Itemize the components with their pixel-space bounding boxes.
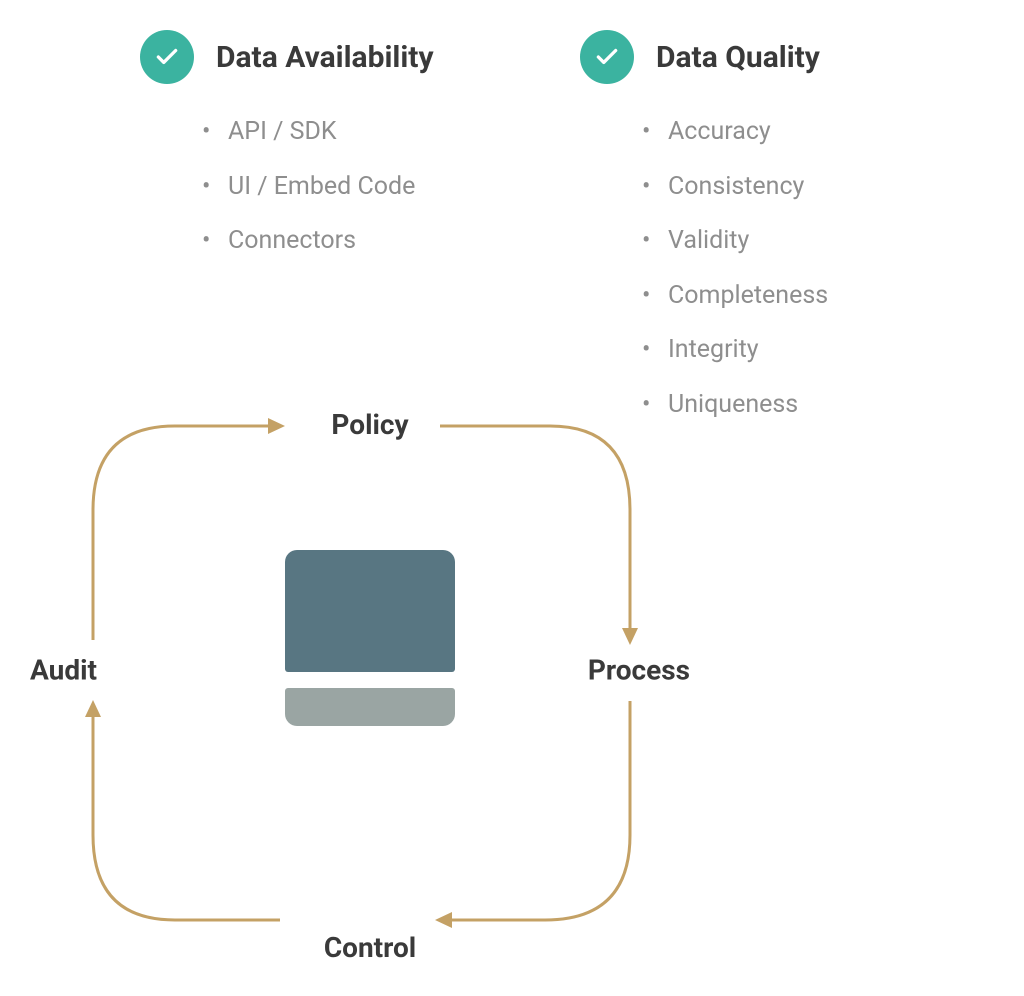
cycle-label-policy: Policy xyxy=(331,408,408,441)
check-circle-icon xyxy=(580,30,634,84)
column-title: Data Availability xyxy=(216,40,434,75)
arrow-process-to-control xyxy=(430,695,650,935)
icon-bottom-block xyxy=(285,688,455,726)
column-data-availability: Data Availability API / SDK UI / Embed C… xyxy=(140,30,580,443)
cycle-label-control: Control xyxy=(324,931,416,964)
list-item: API / SDK xyxy=(202,116,580,149)
icon-top-block xyxy=(285,550,455,672)
column-data-quality: Data Quality Accuracy Consistency Validi… xyxy=(580,30,1000,443)
list-item: Accuracy xyxy=(642,116,1000,149)
bullet-list: API / SDK UI / Embed Code Connectors xyxy=(140,116,580,280)
arrow-audit-to-policy xyxy=(75,420,295,650)
list-item: UI / Embed Code xyxy=(202,171,580,204)
column-title: Data Quality xyxy=(656,40,820,75)
top-section: Data Availability API / SDK UI / Embed C… xyxy=(0,0,1024,443)
center-stack-icon xyxy=(285,550,455,730)
arrow-policy-to-process xyxy=(430,420,650,650)
list-item: Connectors xyxy=(202,225,580,258)
check-circle-icon xyxy=(140,30,194,84)
header-row: Data Quality xyxy=(580,30,1000,84)
arrow-control-to-audit xyxy=(75,695,295,935)
cycle-label-audit: Audit xyxy=(30,654,97,687)
list-item: Consistency xyxy=(642,171,1000,204)
list-item: Validity xyxy=(642,225,1000,258)
header-row: Data Availability xyxy=(140,30,580,84)
cycle-label-process: Process xyxy=(588,654,690,687)
list-item: Completeness xyxy=(642,280,1000,313)
list-item: Integrity xyxy=(642,334,1000,367)
cycle-diagram: Policy Process Control Audit xyxy=(30,390,710,970)
